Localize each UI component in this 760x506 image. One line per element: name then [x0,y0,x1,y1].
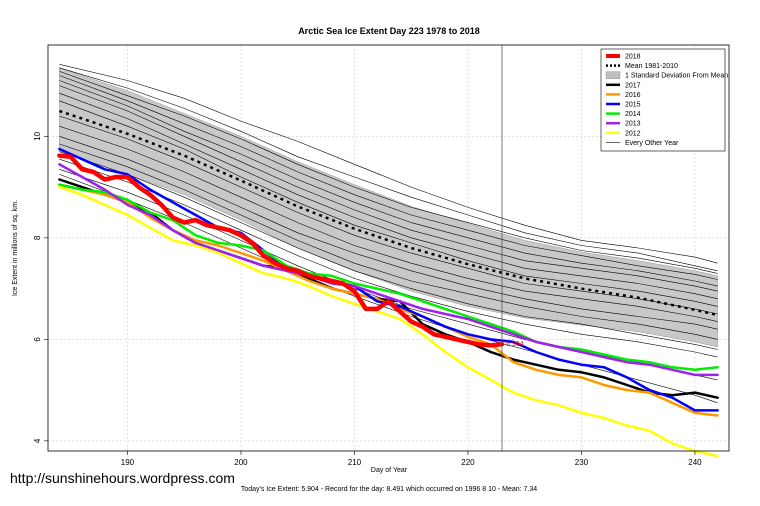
series-2018 [57,153,505,348]
series-2012 [58,185,719,458]
std-band-area [59,67,718,348]
y-tick-label: 8 [33,235,42,240]
other-year-line [59,67,718,272]
series-2014 [58,183,719,372]
other-year-line [59,100,718,307]
other-year-line [59,143,718,340]
other-year-line [59,80,718,287]
x-axis-label: Day of Year [371,467,408,474]
mean-line-path [59,109,718,317]
legend-label: 2013 [625,121,641,128]
chart-subtitle: Today's Ice Extent: 5.904 - Record for t… [241,486,537,493]
y-tick-label: 10 [33,131,42,140]
legend-box [600,48,726,152]
other-year-line [59,85,718,292]
y-axis-label: Ice Extent in millions of sq. km. [12,200,19,296]
legend-label: Mean 1981-2010 [625,63,678,70]
x-tick-label: 200 [234,458,248,467]
legend-label: 2017 [625,82,641,89]
legend: 2018 Mean 1981-2010 1 Standard Deviation F… [600,48,728,152]
legend-label: 1 Standard Deviation From Mean [625,73,728,80]
series-2013 [58,163,719,377]
chart-title: Arctic Sea Ice Extent Day 223 1978 to 20… [298,26,480,36]
y-tick-label: 6 [33,337,42,342]
x-tick-label: 210 [348,458,362,467]
legend-label: 2012 [625,130,641,137]
std-band [59,67,718,348]
plot-frame [47,44,730,452]
legend-label: 2016 [625,92,641,99]
watermark: http://sunshinehours.wordpress.com [10,470,235,486]
legend-label: 2015 [625,102,641,109]
other-year-line [59,92,718,300]
series-lines [57,147,719,458]
other-year-line [59,125,718,322]
mean-line [59,109,718,317]
current-value-label: 5.904 [506,341,524,348]
legend-label: Every Other Year [625,140,679,147]
legend-label: 2018 [625,54,641,61]
x-tick-label: 230 [575,458,589,467]
other-year-line [59,75,718,280]
legend-label: 2014 [625,111,641,118]
x-tick-label: 190 [121,458,135,467]
y-axis-ticks: 4 6 8 10 [33,131,48,443]
other-year-line [59,151,718,350]
x-axis-ticks: 190 200 210 220 230 240 [121,451,702,467]
legend-swatch [605,71,621,79]
x-tick-label: 240 [688,458,702,467]
other-year-line [59,136,718,330]
other-year-line [59,64,718,264]
y-tick-label: 4 [33,438,42,443]
other-year-line [59,71,718,274]
x-tick-label: 220 [461,458,475,467]
